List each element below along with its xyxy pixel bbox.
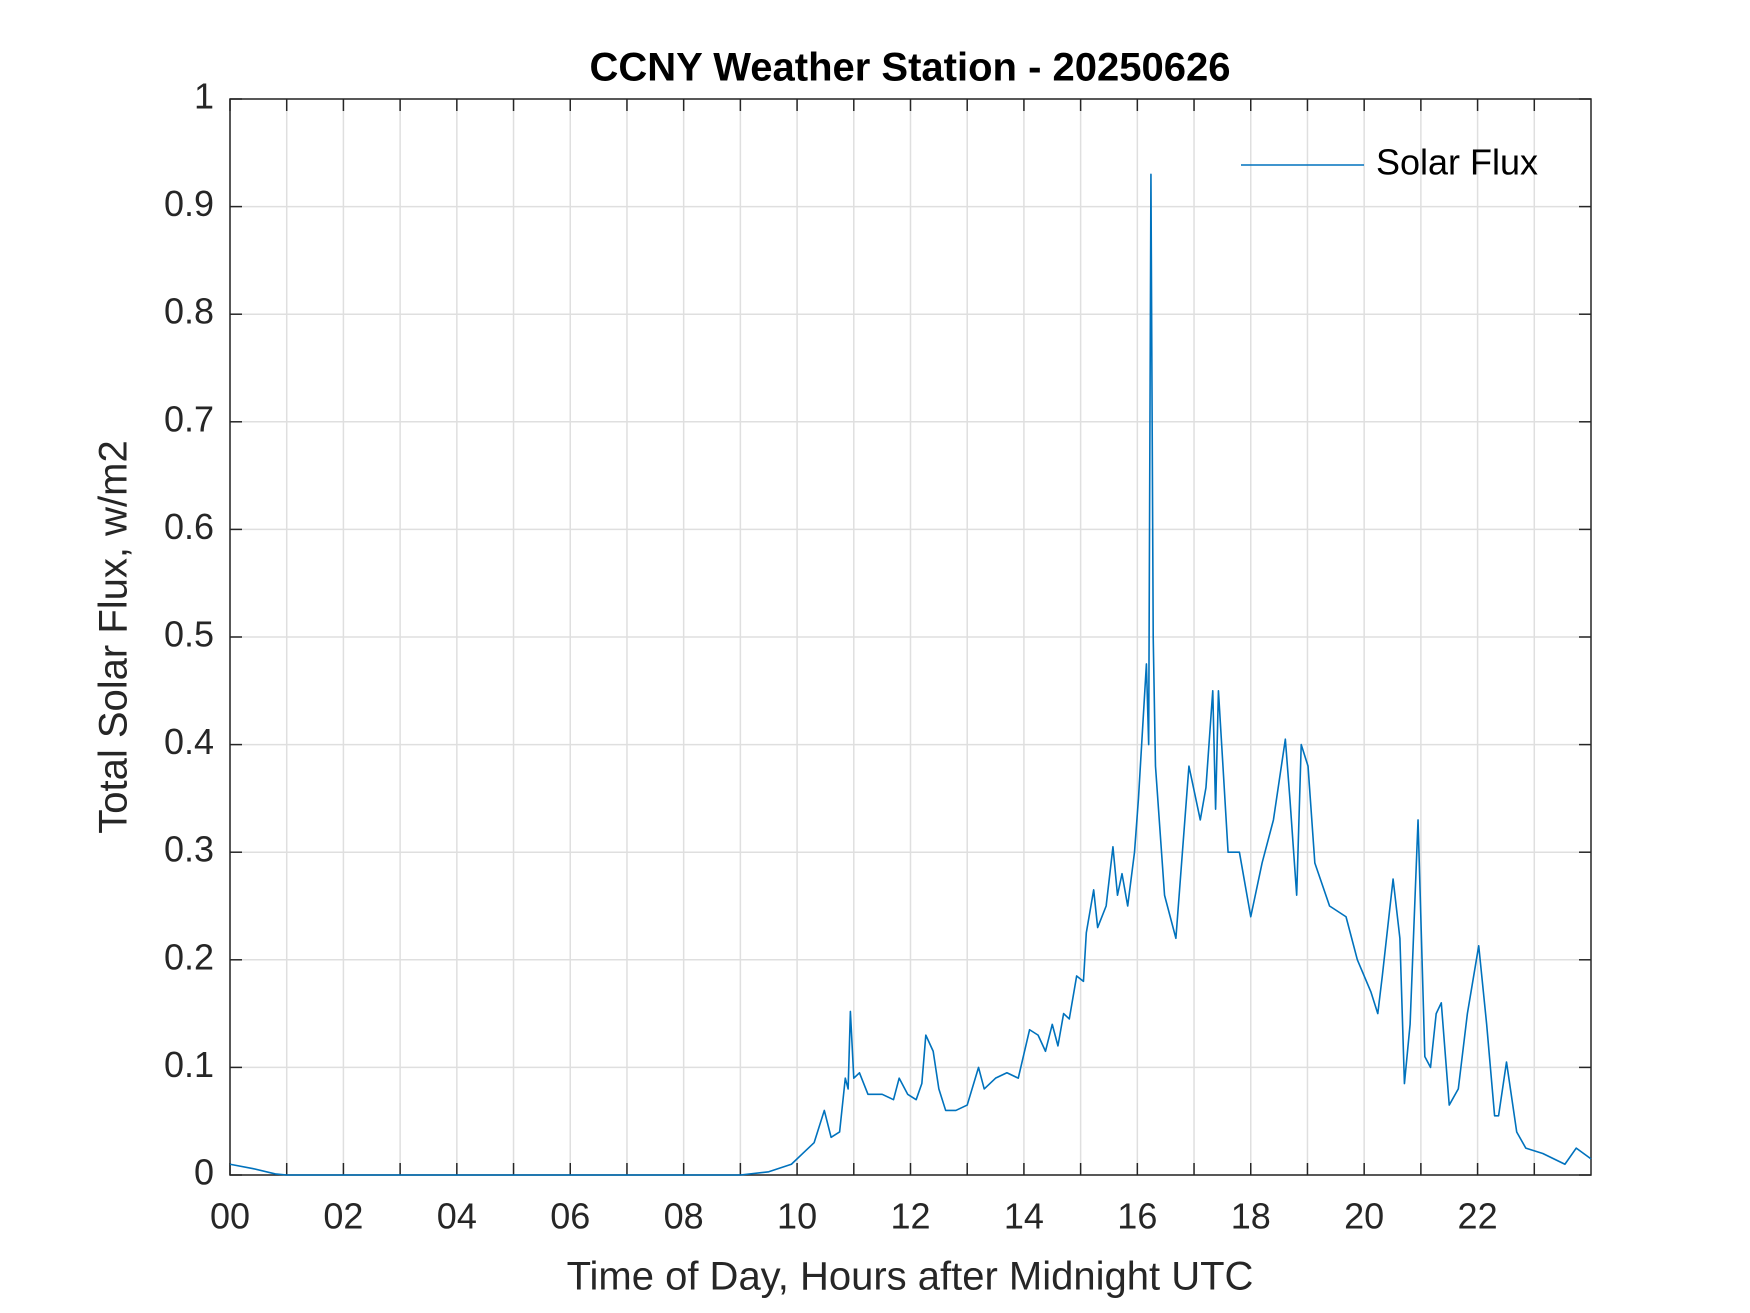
y-tick-label: 0.2 (164, 936, 214, 977)
y-tick-label: 0.5 (164, 614, 214, 655)
x-axis-label: Time of Day, Hours after Midnight UTC (567, 1255, 1254, 1299)
x-tick-label: 00 (210, 1196, 250, 1237)
legend-label: Solar Flux (1376, 142, 1538, 183)
data-line (229, 173, 1592, 1176)
axes-box (229, 98, 1592, 1176)
y-tick-label: 0.7 (164, 398, 214, 439)
x-tick-label: 02 (323, 1196, 363, 1237)
y-tick-label: 0.4 (164, 721, 214, 762)
x-tick-label: 14 (1004, 1196, 1044, 1237)
y-tick-label: 0.6 (164, 506, 214, 547)
x-tick-label: 08 (664, 1196, 704, 1237)
y-axis-label: Total Solar Flux, w/m2 (92, 440, 136, 833)
x-tick-label: 04 (437, 1196, 477, 1237)
y-tick-label: 0 (194, 1152, 214, 1193)
x-tick-label: 12 (890, 1196, 930, 1237)
y-tick-label: 1 (194, 76, 214, 117)
x-tick-label: 10 (777, 1196, 817, 1237)
x-tick-label: 18 (1231, 1196, 1271, 1237)
x-tick-label: 16 (1117, 1196, 1157, 1237)
x-tick-label: 20 (1344, 1196, 1384, 1237)
y-tick-label: 0.3 (164, 829, 214, 870)
y-tick-label: 0.1 (164, 1044, 214, 1085)
x-tick-label: 06 (550, 1196, 590, 1237)
x-tick-label: 22 (1458, 1196, 1498, 1237)
chart-title: CCNY Weather Station - 20250626 (590, 46, 1231, 90)
y-tick-label: 0.8 (164, 291, 214, 332)
y-tick-label: 0.9 (164, 183, 214, 224)
